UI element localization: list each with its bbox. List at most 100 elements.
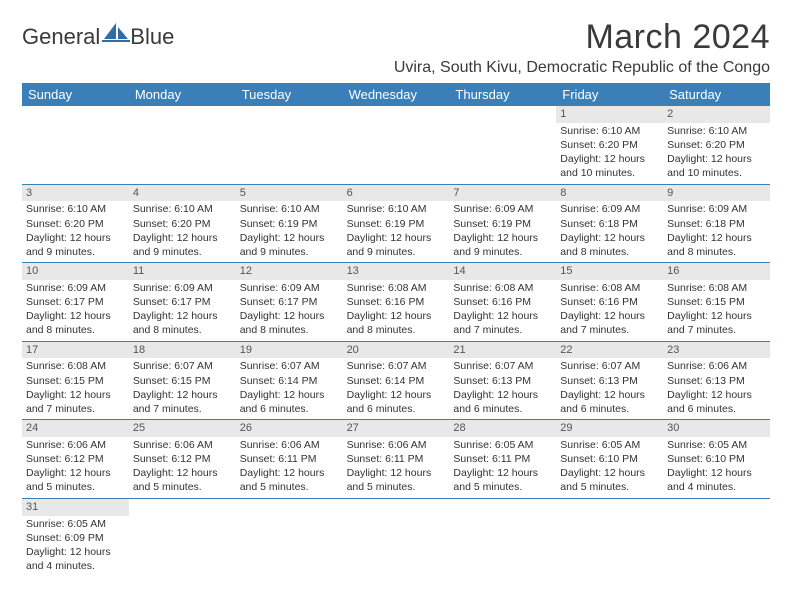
sunset-text: Sunset: 6:16 PM: [347, 295, 446, 309]
sunset-text: Sunset: 6:20 PM: [560, 138, 659, 152]
daylight-text: and 6 minutes.: [453, 402, 552, 416]
day-body: Sunrise: 6:06 AMSunset: 6:13 PMDaylight:…: [663, 358, 770, 419]
daylight-text: Daylight: 12 hours: [347, 231, 446, 245]
sunset-text: Sunset: 6:20 PM: [133, 217, 232, 231]
sunset-text: Sunset: 6:19 PM: [347, 217, 446, 231]
calendar: SundayMondayTuesdayWednesdayThursdayFrid…: [22, 83, 770, 576]
daylight-text: Daylight: 12 hours: [667, 309, 766, 323]
day-cell: 11Sunrise: 6:09 AMSunset: 6:17 PMDayligh…: [129, 263, 236, 341]
daylight-text: and 6 minutes.: [560, 402, 659, 416]
daylight-text: and 5 minutes.: [26, 480, 125, 494]
sunset-text: Sunset: 6:15 PM: [667, 295, 766, 309]
daylight-text: and 9 minutes.: [240, 245, 339, 259]
daylight-text: and 4 minutes.: [667, 480, 766, 494]
sunrise-text: Sunrise: 6:10 AM: [133, 202, 232, 216]
daylight-text: and 8 minutes.: [347, 323, 446, 337]
sunrise-text: Sunrise: 6:07 AM: [240, 359, 339, 373]
day-cell: 6Sunrise: 6:10 AMSunset: 6:19 PMDaylight…: [343, 185, 450, 263]
day-number: 14: [449, 263, 556, 280]
day-body: Sunrise: 6:06 AMSunset: 6:12 PMDaylight:…: [129, 437, 236, 498]
daylight-text: and 5 minutes.: [453, 480, 552, 494]
day-header: Monday: [129, 83, 236, 106]
day-cell: 18Sunrise: 6:07 AMSunset: 6:15 PMDayligh…: [129, 342, 236, 420]
day-body: Sunrise: 6:08 AMSunset: 6:16 PMDaylight:…: [449, 280, 556, 341]
sunrise-text: Sunrise: 6:05 AM: [667, 438, 766, 452]
day-cell: 28Sunrise: 6:05 AMSunset: 6:11 PMDayligh…: [449, 420, 556, 498]
day-body: Sunrise: 6:09 AMSunset: 6:18 PMDaylight:…: [556, 201, 663, 262]
logo-text-a: General: [22, 24, 100, 50]
day-cell: [343, 106, 450, 184]
daylight-text: Daylight: 12 hours: [560, 309, 659, 323]
week-row: 10Sunrise: 6:09 AMSunset: 6:17 PMDayligh…: [22, 263, 770, 342]
daylight-text: Daylight: 12 hours: [453, 309, 552, 323]
day-number: 5: [236, 185, 343, 202]
daylight-text: and 5 minutes.: [347, 480, 446, 494]
day-header: Sunday: [22, 83, 129, 106]
daylight-text: Daylight: 12 hours: [347, 309, 446, 323]
day-body: Sunrise: 6:10 AMSunset: 6:20 PMDaylight:…: [663, 123, 770, 184]
daylight-text: and 6 minutes.: [667, 402, 766, 416]
day-cell: 22Sunrise: 6:07 AMSunset: 6:13 PMDayligh…: [556, 342, 663, 420]
sunset-text: Sunset: 6:12 PM: [133, 452, 232, 466]
daylight-text: and 5 minutes.: [560, 480, 659, 494]
sunset-text: Sunset: 6:17 PM: [240, 295, 339, 309]
day-cell: [449, 106, 556, 184]
sunset-text: Sunset: 6:14 PM: [240, 374, 339, 388]
day-number: 25: [129, 420, 236, 437]
daylight-text: Daylight: 12 hours: [133, 466, 232, 480]
sunset-text: Sunset: 6:15 PM: [133, 374, 232, 388]
daylight-text: Daylight: 12 hours: [133, 388, 232, 402]
day-body: Sunrise: 6:10 AMSunset: 6:19 PMDaylight:…: [343, 201, 450, 262]
daylight-text: and 4 minutes.: [26, 559, 125, 573]
logo-text-b: Blue: [130, 24, 174, 50]
day-header: Wednesday: [343, 83, 450, 106]
daylight-text: and 7 minutes.: [26, 402, 125, 416]
sunrise-text: Sunrise: 6:05 AM: [560, 438, 659, 452]
sunset-text: Sunset: 6:16 PM: [560, 295, 659, 309]
sunset-text: Sunset: 6:18 PM: [667, 217, 766, 231]
daylight-text: and 7 minutes.: [560, 323, 659, 337]
day-number: 3: [22, 185, 129, 202]
sunset-text: Sunset: 6:09 PM: [26, 531, 125, 545]
daylight-text: and 6 minutes.: [240, 402, 339, 416]
sunset-text: Sunset: 6:19 PM: [453, 217, 552, 231]
sunset-text: Sunset: 6:20 PM: [26, 217, 125, 231]
day-number: 6: [343, 185, 450, 202]
day-cell: 16Sunrise: 6:08 AMSunset: 6:15 PMDayligh…: [663, 263, 770, 341]
daylight-text: Daylight: 12 hours: [560, 466, 659, 480]
sunrise-text: Sunrise: 6:09 AM: [667, 202, 766, 216]
day-number: 21: [449, 342, 556, 359]
daylight-text: and 8 minutes.: [240, 323, 339, 337]
day-cell: 1Sunrise: 6:10 AMSunset: 6:20 PMDaylight…: [556, 106, 663, 184]
day-body: Sunrise: 6:06 AMSunset: 6:11 PMDaylight:…: [236, 437, 343, 498]
day-number: 26: [236, 420, 343, 437]
sunrise-text: Sunrise: 6:08 AM: [453, 281, 552, 295]
sunset-text: Sunset: 6:12 PM: [26, 452, 125, 466]
day-cell: 24Sunrise: 6:06 AMSunset: 6:12 PMDayligh…: [22, 420, 129, 498]
logo-sail-icon: [102, 21, 132, 48]
daylight-text: Daylight: 12 hours: [453, 466, 552, 480]
daylight-text: Daylight: 12 hours: [133, 309, 232, 323]
day-body: Sunrise: 6:09 AMSunset: 6:17 PMDaylight:…: [236, 280, 343, 341]
day-number: 30: [663, 420, 770, 437]
day-cell: 29Sunrise: 6:05 AMSunset: 6:10 PMDayligh…: [556, 420, 663, 498]
day-headers-row: SundayMondayTuesdayWednesdayThursdayFrid…: [22, 83, 770, 106]
day-body: Sunrise: 6:08 AMSunset: 6:15 PMDaylight:…: [663, 280, 770, 341]
sunrise-text: Sunrise: 6:07 AM: [453, 359, 552, 373]
daylight-text: and 7 minutes.: [133, 402, 232, 416]
day-body: Sunrise: 6:06 AMSunset: 6:11 PMDaylight:…: [343, 437, 450, 498]
day-cell: [343, 499, 450, 577]
week-row: 17Sunrise: 6:08 AMSunset: 6:15 PMDayligh…: [22, 342, 770, 421]
day-cell: 15Sunrise: 6:08 AMSunset: 6:16 PMDayligh…: [556, 263, 663, 341]
daylight-text: and 8 minutes.: [560, 245, 659, 259]
day-header: Saturday: [663, 83, 770, 106]
day-body: Sunrise: 6:06 AMSunset: 6:12 PMDaylight:…: [22, 437, 129, 498]
day-body: Sunrise: 6:08 AMSunset: 6:15 PMDaylight:…: [22, 358, 129, 419]
day-cell: 13Sunrise: 6:08 AMSunset: 6:16 PMDayligh…: [343, 263, 450, 341]
day-cell: 31Sunrise: 6:05 AMSunset: 6:09 PMDayligh…: [22, 499, 129, 577]
day-number: 23: [663, 342, 770, 359]
day-cell: 14Sunrise: 6:08 AMSunset: 6:16 PMDayligh…: [449, 263, 556, 341]
daylight-text: Daylight: 12 hours: [240, 388, 339, 402]
day-number: 11: [129, 263, 236, 280]
day-body: Sunrise: 6:07 AMSunset: 6:13 PMDaylight:…: [556, 358, 663, 419]
